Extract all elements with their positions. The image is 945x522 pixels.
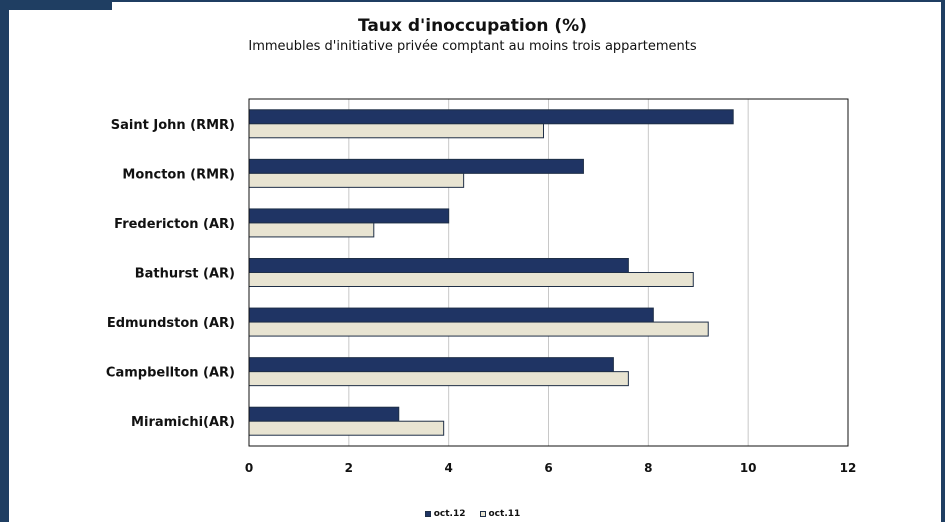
chart-title: Taux d'inoccupation (%): [358, 16, 587, 36]
plot-border: [248, 98, 849, 447]
chart-legend: oct.12 oct.11: [0, 509, 945, 519]
category-label: Miramichi(AR): [131, 415, 235, 430]
bar-oct.12: [248, 357, 614, 373]
category-label: Fredericton (AR): [114, 217, 235, 232]
corner-tab: [0, 0, 112, 10]
category-label: Moncton (RMR): [122, 167, 235, 182]
bar-oct.12: [248, 158, 584, 174]
x-tick-label: 2: [345, 461, 353, 475]
bar-oct.11: [248, 272, 694, 287]
x-tick-label: 6: [544, 461, 552, 475]
bar-oct.12: [248, 208, 450, 224]
bar-oct.11: [248, 222, 375, 238]
bar-oct.11: [248, 321, 709, 337]
category-label: Bathurst (AR): [135, 267, 235, 282]
bar-oct.11: [248, 172, 465, 188]
legend-label: oct.11: [488, 509, 521, 519]
category-label: Campbellton (AR): [106, 366, 235, 381]
bar-oct.12: [248, 109, 734, 125]
legend-label: oct.12: [433, 509, 466, 519]
x-tick-label: 4: [444, 461, 452, 475]
category-label: Edmundston (AR): [107, 316, 235, 331]
category-label: Saint John (RMR): [111, 118, 235, 133]
legend-swatch: [479, 511, 486, 517]
bar-oct.12: [248, 406, 400, 422]
x-tick-label: 12: [840, 461, 857, 475]
x-tick-label: 10: [740, 461, 757, 475]
bar-oct.11: [248, 371, 629, 387]
legend-item: oct.12: [424, 509, 466, 519]
legend-swatch: [424, 511, 431, 517]
bar-oct.11: [248, 123, 545, 139]
x-tick-label: 0: [245, 461, 253, 475]
x-tick-label: 8: [644, 461, 652, 475]
bar-oct.11: [248, 420, 445, 436]
legend-item: oct.11: [479, 509, 521, 519]
chart-subtitle: Immeubles d'initiative privée comptant a…: [248, 39, 697, 54]
bar-oct.12: [248, 307, 654, 323]
bar-oct.12: [248, 258, 629, 273]
